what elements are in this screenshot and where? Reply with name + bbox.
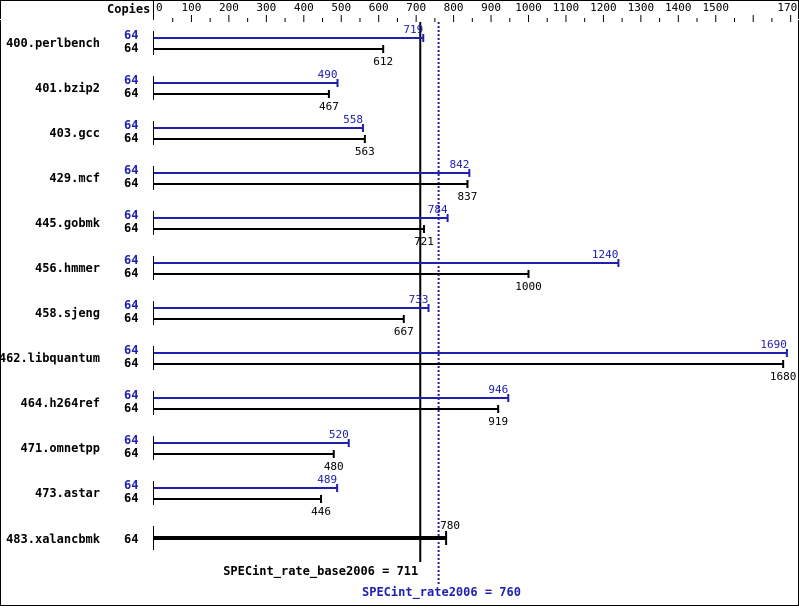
copies-label: 64 — [124, 532, 138, 546]
tick-label: 100 — [182, 1, 202, 14]
base-copies-label: 64 — [124, 311, 138, 325]
base-summary-label: SPECint_rate_base2006 = 711 — [223, 564, 418, 579]
base-copies-label: 64 — [124, 176, 138, 190]
base-data-label: 721 — [414, 235, 434, 248]
base-data-label: 1000 — [515, 280, 542, 293]
tick-label: 1700 — [777, 1, 799, 14]
peak-copies-label: 64 — [124, 478, 138, 492]
benchmark-name: 462.libquantum — [0, 351, 100, 365]
base-copies-label: 64 — [124, 41, 138, 55]
benchmark-name: 445.gobmk — [35, 216, 101, 230]
base-data-label: 1680 — [770, 370, 797, 383]
peak-copies-label: 64 — [124, 118, 138, 132]
peak-copies-label: 64 — [124, 433, 138, 447]
base-copies-label: 64 — [124, 491, 138, 505]
base-copies-label: 64 — [124, 356, 138, 370]
peak-data-label: 719 — [403, 23, 423, 36]
peak-data-label: 520 — [329, 428, 349, 441]
base-data-label: 837 — [458, 190, 478, 203]
benchmark-name: 473.astar — [35, 486, 100, 500]
tick-label: 1100 — [553, 1, 580, 14]
peak-data-label: 1690 — [760, 338, 787, 351]
base-data-label: 563 — [355, 145, 375, 158]
peak-data-label: 490 — [318, 68, 338, 81]
peak-data-label: 733 — [409, 293, 429, 306]
tick-label: 1000 — [515, 1, 542, 14]
peak-copies-label: 64 — [124, 28, 138, 42]
benchmark-name: 471.omnetpp — [21, 441, 100, 455]
base-copies-label: 64 — [124, 401, 138, 415]
base-data-label: 919 — [488, 415, 508, 428]
benchmark-name: 456.hmmer — [35, 261, 100, 275]
tick-label: 0 — [156, 1, 163, 14]
peak-data-label: 1240 — [592, 248, 619, 261]
tick-label: 900 — [481, 1, 501, 14]
benchmark-name: 458.sjeng — [35, 306, 100, 320]
peak-copies-label: 64 — [124, 253, 138, 267]
peak-data-label: 946 — [488, 383, 508, 396]
tick-label: 500 — [331, 1, 351, 14]
peak-copies-label: 64 — [124, 163, 138, 177]
peak-data-label: 784 — [428, 203, 448, 216]
benchmark-name: 429.mcf — [49, 171, 100, 185]
base-data-label: 467 — [319, 100, 339, 113]
peak-copies-label: 64 — [124, 208, 138, 222]
tick-label: 400 — [294, 1, 314, 14]
benchmark-name: 400.perlbench — [6, 36, 100, 50]
peak-copies-label: 64 — [124, 343, 138, 357]
tick-label: 1300 — [628, 1, 655, 14]
benchmark-name: 483.xalancbmk — [6, 532, 101, 546]
data-label: 780 — [440, 519, 460, 532]
base-copies-label: 64 — [124, 446, 138, 460]
benchmark-name: 403.gcc — [49, 126, 100, 140]
base-copies-label: 64 — [124, 266, 138, 280]
base-data-label: 612 — [373, 55, 393, 68]
tick-label: 200 — [219, 1, 239, 14]
base-copies-label: 64 — [124, 221, 138, 235]
peak-copies-label: 64 — [124, 73, 138, 87]
peak-data-label: 842 — [449, 158, 469, 171]
tick-label: 700 — [406, 1, 426, 14]
peak-copies-label: 64 — [124, 298, 138, 312]
peak-copies-label: 64 — [124, 388, 138, 402]
tick-label: 800 — [444, 1, 464, 14]
base-data-label: 667 — [394, 325, 414, 338]
benchmark-name: 401.bzip2 — [35, 81, 100, 95]
base-data-label: 446 — [311, 505, 331, 518]
tick-label: 1200 — [590, 1, 617, 14]
tick-label: 1500 — [703, 1, 730, 14]
base-copies-label: 64 — [124, 131, 138, 145]
base-copies-label: 64 — [124, 86, 138, 100]
tick-label: 1400 — [665, 1, 692, 14]
axis-label: Copies — [107, 2, 150, 16]
peak-summary-label: SPECint_rate2006 = 760 — [362, 585, 521, 600]
peak-data-label: 558 — [343, 113, 363, 126]
peak-data-label: 489 — [317, 473, 337, 486]
benchmark-name: 464.h264ref — [21, 396, 100, 410]
tick-label: 600 — [369, 1, 389, 14]
base-data-label: 480 — [324, 460, 344, 473]
tick-label: 300 — [256, 1, 276, 14]
